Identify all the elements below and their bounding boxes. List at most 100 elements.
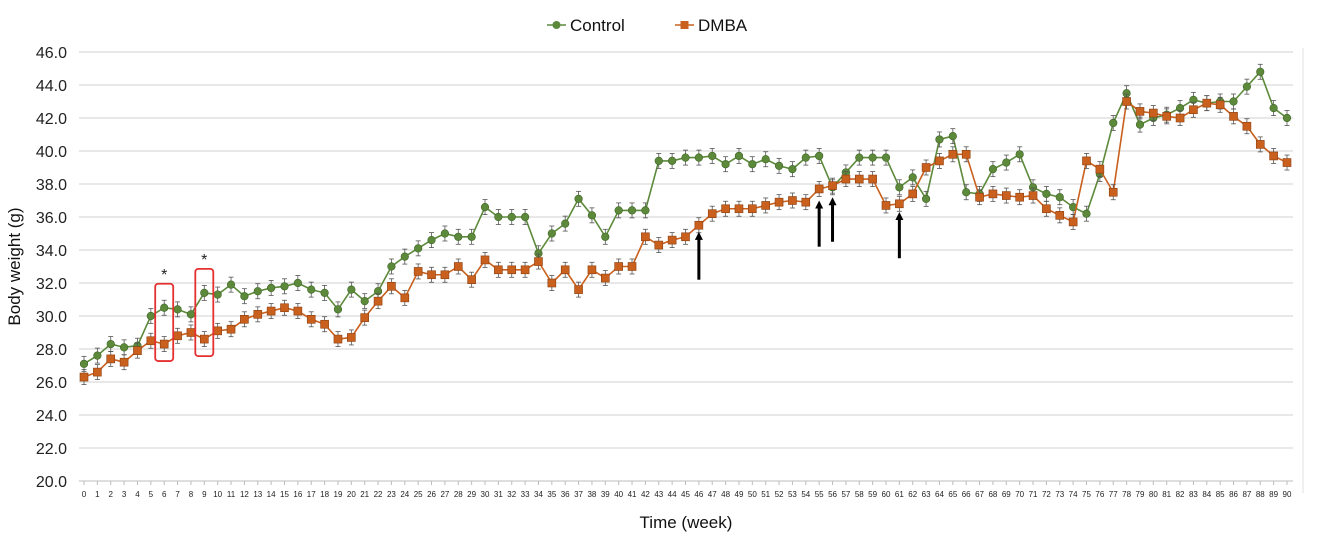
y-tick-label: 36.0 [36,210,67,227]
series [79,63,1292,385]
point-control [694,153,703,162]
x-tick-label: 21 [360,490,369,499]
x-tick-label: 60 [882,490,891,499]
x-tick-label: 34 [534,490,543,499]
annotations: ** [154,197,904,362]
point-control [333,305,343,314]
point-control [761,155,770,164]
point-control [601,232,610,241]
point-control [307,285,316,294]
point-dmba [895,199,904,209]
x-tick-label: 42 [641,490,650,499]
point-dmba [333,334,343,344]
point-dmba [908,189,918,199]
x-tick-label: 62 [908,490,917,499]
point-control [146,311,155,321]
y-tick-label: 30.0 [36,309,67,326]
point-control [681,153,690,162]
x-tick-label: 73 [1055,490,1064,499]
point-dmba [1042,204,1051,214]
x-tick-label: 0 [82,490,87,499]
point-control [801,153,810,162]
x-tick-label: 23 [387,490,396,499]
point-dmba [1015,192,1024,202]
point-control [213,290,222,299]
x-tick-label: 81 [1162,490,1171,499]
point-control [1109,118,1118,128]
x-tick-label: 16 [293,490,302,499]
series-line-control [83,70,1288,365]
x-tick-label: 24 [400,490,409,499]
point-control [921,194,931,203]
point-control [240,292,249,301]
x-tick-label: 56 [828,490,837,499]
y-tick-label: 24.0 [36,408,67,425]
point-control [774,161,784,170]
x-tick-label: 36 [561,490,570,499]
point-dmba [587,265,597,275]
x-tick-label: 44 [668,490,677,499]
x-tick-label: 89 [1269,490,1278,499]
point-control [1269,103,1278,113]
point-dmba [841,174,851,184]
point-dmba [400,293,410,303]
point-dmba [320,319,329,329]
point-dmba [881,201,891,210]
point-control [280,282,289,291]
point-control [668,156,677,165]
point-control [480,203,490,212]
point-dmba [694,220,704,230]
point-dmba [293,306,303,316]
point-control [186,310,196,319]
point-dmba [1202,98,1212,108]
x-tick-label: 76 [1095,490,1104,499]
point-control [734,151,744,161]
x-tick-label: 53 [788,490,797,499]
legend-dmba-marker [680,21,689,29]
x-tick-label: 43 [654,490,663,499]
point-dmba [1282,158,1292,167]
point-control [93,351,102,360]
arrow-head [895,212,904,221]
point-dmba [748,204,757,214]
significance-asterisk: * [201,252,207,269]
point-control [1042,189,1051,198]
point-control [320,288,329,298]
legend-control-marker [552,21,561,29]
arrow-head [815,200,824,209]
x-tick-label: 10 [213,490,222,499]
point-dmba [266,306,276,316]
point-dmba [547,278,557,288]
x-tick-label: 7 [175,490,180,499]
point-dmba [1001,191,1011,200]
point-control [868,153,877,162]
arrow-head [694,231,703,240]
x-axis-title: Time (week) [640,513,733,532]
point-control [574,194,583,203]
point-dmba [1149,108,1158,118]
x-tick-label: 40 [614,490,623,499]
point-dmba [1229,112,1238,121]
x-tick-label: 63 [922,490,931,499]
x-tick-label: 58 [855,490,864,499]
x-tick-label: 35 [547,490,556,499]
point-dmba [828,181,837,190]
point-control [815,151,824,161]
x-tick-label: 17 [307,490,316,499]
point-dmba [146,336,156,346]
x-tick-label: 51 [761,490,770,499]
legend-item-dmba[interactable]: DMBA [675,16,748,35]
x-tick-label: 59 [868,490,877,499]
point-control [440,229,450,238]
legend[interactable]: Control DMBA [547,16,748,35]
legend-dmba-label: DMBA [698,16,748,35]
x-tick-label: 19 [334,490,343,499]
legend-item-control[interactable]: Control [547,16,625,35]
point-control [360,297,369,306]
x-tick-label: 6 [162,490,167,499]
point-dmba [440,270,450,280]
x-tick-label: 48 [721,490,730,499]
x-tick-label: 38 [587,490,596,499]
point-dmba [494,265,503,275]
